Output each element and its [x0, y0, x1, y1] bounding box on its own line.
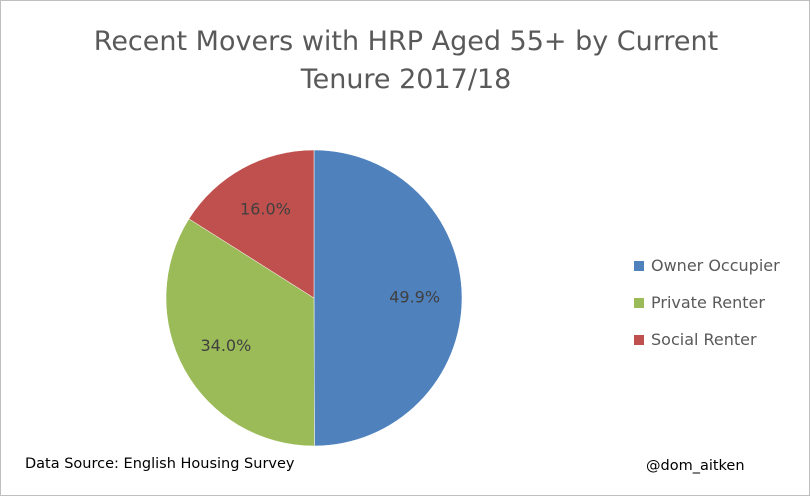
- pie-slice-social-renter: [188, 149, 315, 299]
- chart-title-line-2: Tenure 2017/18: [300, 64, 512, 95]
- data-source-note: Data Source: English Housing Survey: [25, 456, 295, 472]
- legend: Owner Occupier Private Renter Social Rente…: [634, 247, 780, 358]
- legend-label: Social Renter: [651, 330, 757, 349]
- legend-swatch: [634, 334, 644, 345]
- legend-label: Owner Occupier: [651, 256, 780, 275]
- author-handle: @dom_aitken: [646, 458, 745, 474]
- data-label-social-renter: 16.0%: [240, 199, 291, 218]
- legend-label: Private Renter: [651, 293, 765, 312]
- pie-slice-private-renter: [165, 218, 315, 447]
- data-label-owner-occupier: 49.9%: [389, 287, 440, 306]
- legend-item-social-renter: Social Renter: [634, 321, 780, 358]
- pie-slice-owner-occupier: [313, 149, 463, 447]
- chart-title: Recent Movers with HRP Aged 55+ by Curre…: [1, 23, 810, 99]
- legend-swatch: [634, 297, 644, 308]
- chart-title-line-1: Recent Movers with HRP Aged 55+ by Curre…: [93, 26, 719, 57]
- legend-swatch: [634, 260, 644, 271]
- legend-item-private-renter: Private Renter: [634, 284, 780, 321]
- data-label-private-renter: 34.0%: [200, 336, 251, 355]
- legend-item-owner-occupier: Owner Occupier: [634, 247, 780, 284]
